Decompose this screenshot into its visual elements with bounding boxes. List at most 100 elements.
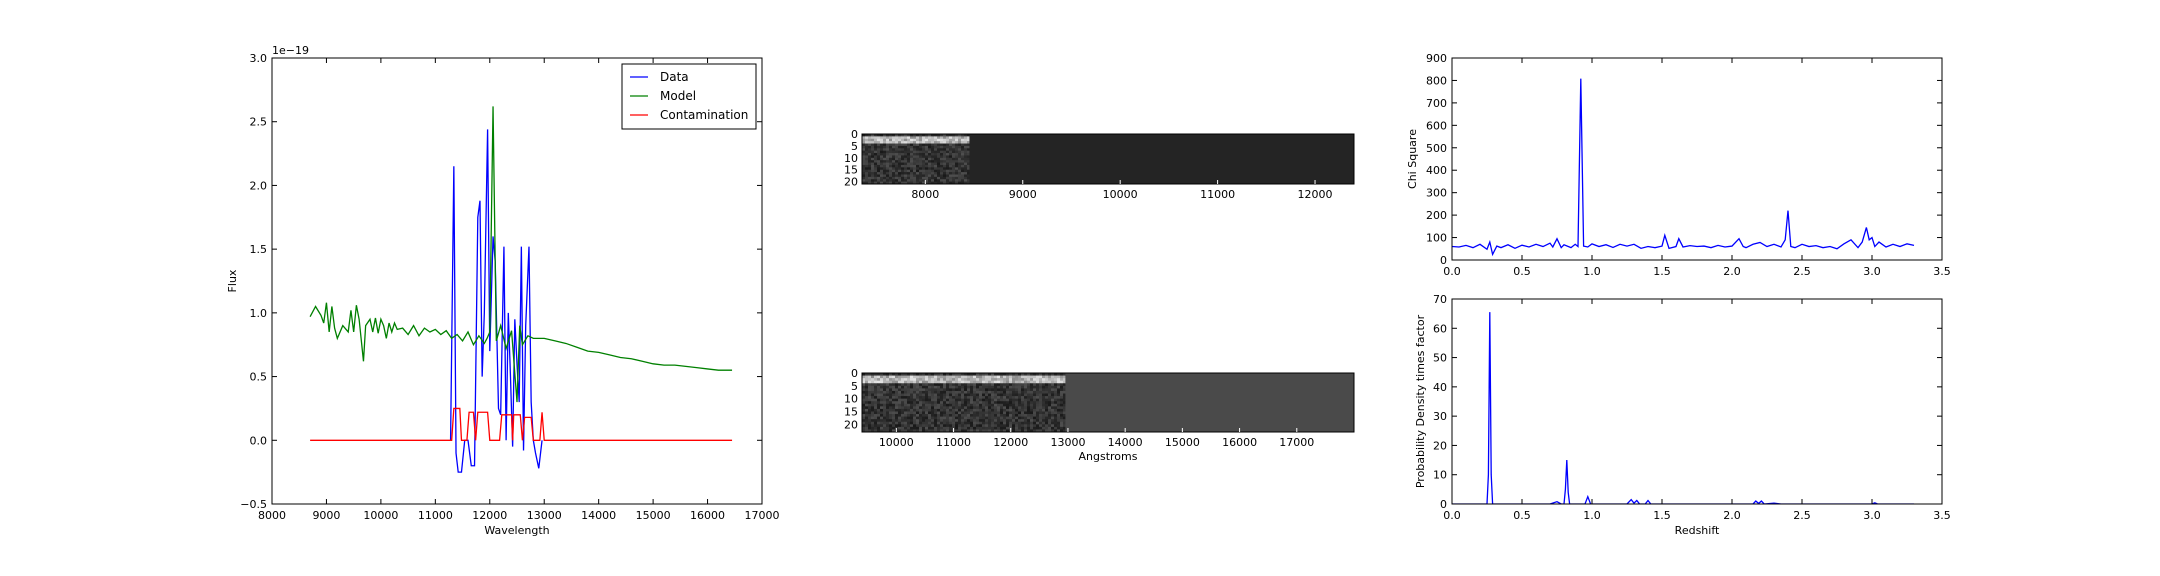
noise-cell	[889, 162, 893, 166]
noise-cell	[982, 408, 986, 412]
noise-cell	[1030, 390, 1034, 394]
noise-cell	[862, 396, 866, 399]
noise-cell	[865, 396, 869, 399]
noise-cell	[970, 414, 974, 417]
noise-cell	[946, 148, 950, 151]
noise-cell	[871, 408, 875, 412]
noise-cell	[907, 403, 911, 407]
noise-cell	[910, 162, 914, 166]
x-tick-label: 10000	[363, 509, 398, 522]
noise-cell	[871, 403, 875, 407]
noise-cell	[943, 373, 947, 376]
noise-cell	[1033, 373, 1037, 376]
noise-cell	[1021, 429, 1025, 433]
noise-cell	[964, 138, 968, 142]
noise-cell	[916, 396, 920, 399]
noise-cell	[949, 160, 953, 163]
noise-cell	[880, 164, 884, 168]
noise-cell	[1030, 411, 1034, 415]
noise-cell	[1027, 380, 1031, 384]
noise-cell	[892, 383, 896, 387]
noise-cell	[919, 143, 923, 147]
noise-cell	[862, 150, 866, 154]
noise-cell	[904, 172, 908, 175]
noise-cell	[922, 383, 926, 387]
noise-cell	[1012, 375, 1016, 379]
noise-cell	[1051, 406, 1055, 410]
noise-cell	[901, 416, 905, 420]
noise-cell	[904, 429, 908, 433]
noise-cell	[895, 396, 899, 399]
noise-cell	[880, 398, 884, 402]
noise-cell	[1024, 408, 1028, 412]
noise-cell	[931, 138, 935, 142]
noise-cell	[865, 429, 869, 433]
noise-cell	[889, 403, 893, 407]
noise-cell	[1009, 396, 1013, 399]
noise-cell	[919, 396, 923, 399]
axis-offset-text: 1e−19	[272, 44, 309, 57]
noise-cell	[865, 167, 869, 171]
noise-cell	[1051, 414, 1055, 417]
noise-cell	[892, 429, 896, 433]
noise-cell	[979, 373, 983, 376]
noise-cell	[877, 426, 881, 430]
noise-cell	[895, 411, 899, 415]
noise-cell	[913, 424, 917, 428]
noise-cell	[952, 411, 956, 415]
noise-cell	[1021, 414, 1025, 417]
noise-cell	[1042, 383, 1046, 387]
noise-cell	[937, 385, 941, 389]
noise-cell	[943, 388, 947, 392]
x-tick-label: 17000	[745, 509, 780, 522]
noise-cell	[994, 383, 998, 387]
noise-cell	[940, 157, 944, 161]
noise-cell	[889, 134, 893, 137]
noise-cell	[904, 406, 908, 410]
noise-cell	[976, 429, 980, 433]
noise-cell	[931, 429, 935, 433]
noise-cell	[904, 408, 908, 412]
noise-cell	[892, 424, 896, 428]
noise-cell	[895, 172, 899, 175]
noise-cell	[871, 424, 875, 428]
y-tick-label: 60	[1433, 322, 1447, 335]
noise-cell	[991, 429, 995, 433]
noise-cell	[919, 424, 923, 428]
noise-cell	[964, 179, 968, 182]
noise-cell	[1009, 393, 1013, 397]
noise-cell	[874, 385, 878, 389]
noise-cell	[922, 390, 926, 394]
noise-cell	[1000, 421, 1004, 425]
noise-cell	[907, 181, 911, 185]
noise-cell	[1063, 378, 1066, 381]
noise-cell	[1030, 393, 1034, 397]
noise-cell	[1030, 401, 1034, 405]
noise-cell	[955, 380, 959, 384]
noise-cell	[961, 179, 965, 182]
x-tick-label: 8000	[911, 188, 939, 201]
noise-cell	[949, 157, 953, 161]
noise-cell	[868, 157, 872, 161]
noise-cell	[889, 388, 893, 392]
noise-cell	[976, 373, 980, 376]
noise-cell	[967, 174, 970, 178]
noise-cell	[928, 134, 932, 137]
noise-cell	[892, 411, 896, 415]
noise-cell	[931, 396, 935, 399]
noise-cell	[922, 150, 926, 154]
noise-cell	[919, 403, 923, 407]
noise-cell	[967, 421, 971, 425]
noise-cell	[925, 143, 929, 147]
noise-cell	[976, 385, 980, 389]
noise-cell	[1051, 385, 1055, 389]
noise-cell	[1039, 383, 1043, 387]
noise-cell	[862, 424, 866, 428]
noise-cell	[964, 419, 968, 423]
noise-cell	[868, 416, 872, 420]
noise-cell	[898, 174, 902, 178]
noise-cell	[898, 160, 902, 163]
noise-cell	[886, 143, 890, 147]
noise-cell	[1057, 373, 1061, 376]
noise-cell	[910, 385, 914, 389]
